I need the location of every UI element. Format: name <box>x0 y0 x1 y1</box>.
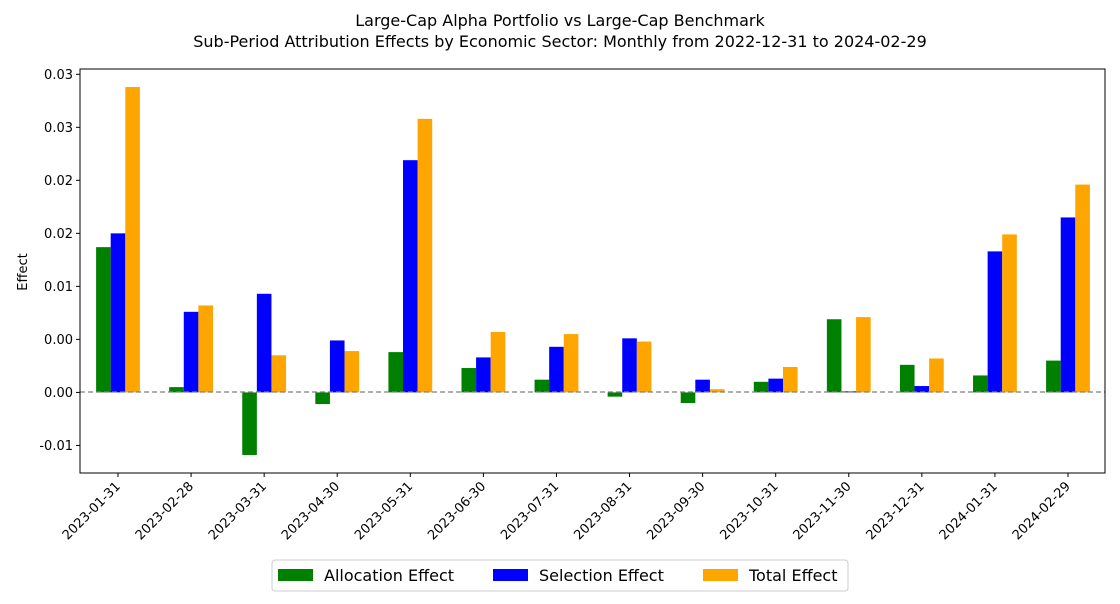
y-tick-label: -0.01 <box>39 439 73 454</box>
bar-allocation-effect-2024-02-29 <box>1046 360 1061 393</box>
bar-selection-effect-2023-12-31 <box>914 386 930 393</box>
bar-selection-effect-2023-09-30 <box>695 379 710 393</box>
bar-total-effect-2023-08-31 <box>636 341 652 393</box>
y-tick-label: 0.03 <box>44 68 73 83</box>
bar-total-effect-2023-04-30 <box>344 351 360 393</box>
legend-swatch <box>278 569 313 581</box>
bar-allocation-effect-2023-02-28 <box>169 387 184 393</box>
bar-selection-effect-2023-07-31 <box>549 346 564 393</box>
bar-selection-effect-2024-01-31 <box>987 251 1003 393</box>
bar-allocation-effect-2023-01-31 <box>96 247 111 393</box>
bar-total-effect-2023-09-30 <box>709 389 725 393</box>
x-tick-label: 2023-02-28 <box>133 479 197 543</box>
bar-total-effect-2023-02-28 <box>198 305 213 393</box>
bar-total-effect-2023-11-30 <box>856 317 871 393</box>
plot-frame <box>79 68 1106 474</box>
y-tick-label: 0.02 <box>44 174 73 189</box>
bar-allocation-effect-2023-10-31 <box>753 381 769 393</box>
bar-total-effect-2024-02-29 <box>1075 184 1090 393</box>
legend-label: Selection Effect <box>539 566 664 585</box>
chart-subtitle: Sub-Period Attribution Effects by Econom… <box>193 32 927 51</box>
legend-swatch <box>703 569 738 581</box>
x-tick-label: 2023-09-30 <box>644 479 708 543</box>
bar-allocation-effect-2023-09-30 <box>680 392 696 404</box>
x-tick-label: 2023-12-31 <box>864 479 928 543</box>
legend-label: Allocation Effect <box>324 566 454 585</box>
bar-total-effect-2023-12-31 <box>929 358 944 393</box>
bar-allocation-effect-2023-04-30 <box>315 392 330 405</box>
bar-selection-effect-2023-10-31 <box>768 378 783 393</box>
x-tick-label: 2023-04-30 <box>279 479 343 543</box>
bar-allocation-effect-2023-12-31 <box>899 364 915 393</box>
legend-swatch <box>493 569 528 581</box>
x-tick-label: 2024-01-31 <box>937 479 1001 543</box>
y-tick-label: 0.00 <box>44 333 73 348</box>
bar-selection-effect-2024-02-29 <box>1060 217 1076 393</box>
bar-selection-effect-2023-05-31 <box>403 160 418 393</box>
bar-selection-effect-2023-01-31 <box>110 233 126 393</box>
x-tick-label: 2023-01-31 <box>60 479 124 543</box>
bar-total-effect-2023-07-31 <box>563 334 579 393</box>
x-tick-label: 2023-11-30 <box>791 479 855 543</box>
y-tick-label: 0.00 <box>44 386 73 401</box>
bar-allocation-effect-2023-08-31 <box>607 392 623 397</box>
y-axis-label: Effect <box>16 253 31 290</box>
x-tick-label: 2023-10-31 <box>717 479 781 543</box>
bar-allocation-effect-2023-03-31 <box>242 392 257 455</box>
bar-total-effect-2024-01-31 <box>1002 234 1017 393</box>
chart-title: Large-Cap Alpha Portfolio vs Large-Cap B… <box>355 11 765 30</box>
bar-selection-effect-2023-08-31 <box>622 338 637 393</box>
bar-selection-effect-2023-04-30 <box>329 340 345 393</box>
bar-total-effect-2023-01-31 <box>125 87 140 393</box>
y-tick-label: 0.01 <box>44 280 73 295</box>
bar-selection-effect-2023-03-31 <box>256 293 272 393</box>
x-tick-label: 2024-02-29 <box>1010 479 1074 543</box>
x-tick-label: 2023-06-30 <box>425 479 489 543</box>
legend-box <box>271 559 849 592</box>
legend-label: Total Effect <box>748 566 838 585</box>
bar-total-effect-2023-10-31 <box>782 366 798 393</box>
y-tick-label: 0.03 <box>44 121 73 136</box>
bar-selection-effect-2023-02-28 <box>183 311 199 393</box>
x-tick-label: 2023-07-31 <box>498 479 562 543</box>
legend: Allocation Effect Selection Effect Total E… <box>271 559 849 592</box>
x-tick-label: 2023-03-31 <box>206 479 270 543</box>
bar-allocation-effect-2023-07-31 <box>534 379 550 393</box>
y-tick-label: 0.02 <box>44 227 73 242</box>
bar-selection-effect-2023-06-30 <box>476 357 491 393</box>
bar-allocation-effect-2023-06-30 <box>461 368 477 393</box>
x-tick-label: 2023-08-31 <box>571 479 635 543</box>
bar-allocation-effect-2024-01-31 <box>973 375 988 393</box>
bar-total-effect-2023-05-31 <box>417 118 433 393</box>
bar-allocation-effect-2023-05-31 <box>388 352 404 393</box>
bar-total-effect-2023-06-30 <box>490 331 506 393</box>
bar-allocation-effect-2023-11-30 <box>826 319 842 393</box>
bar-total-effect-2023-03-31 <box>271 355 287 393</box>
x-tick-label: 2023-05-31 <box>352 479 416 543</box>
